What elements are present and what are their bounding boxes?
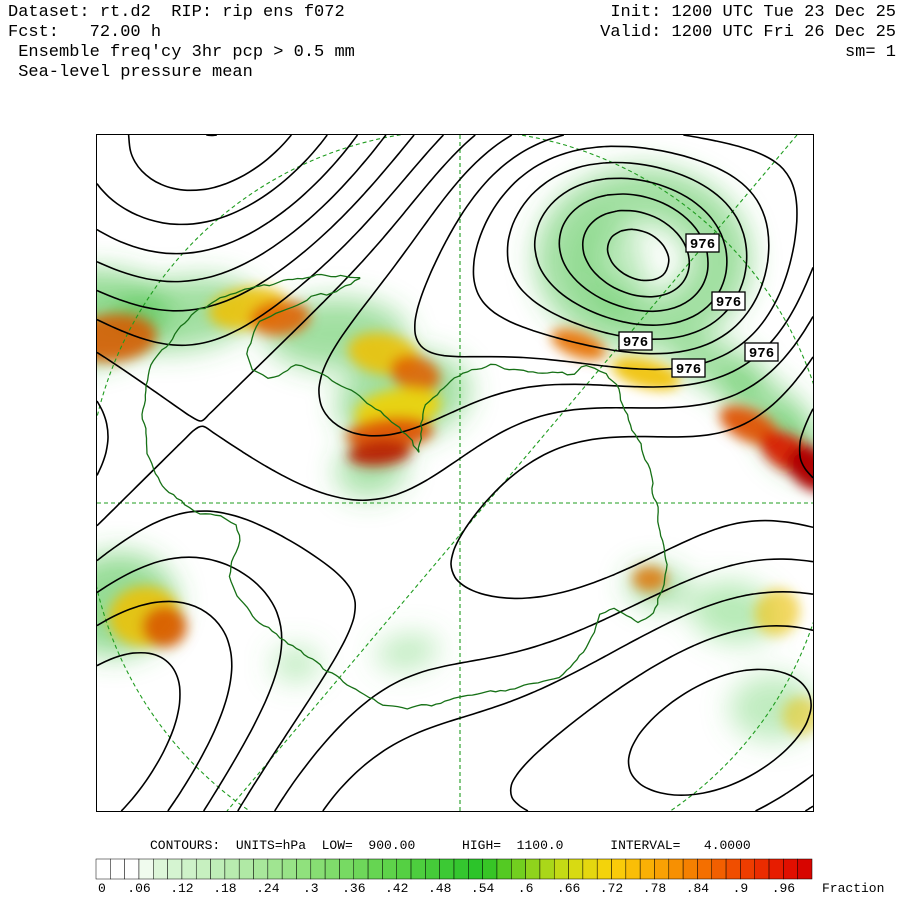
svg-text:0: 0 [98,881,106,896]
svg-text:976: 976 [716,295,741,311]
svg-text:.72: .72 [600,881,623,896]
svg-text:.06: .06 [127,881,150,896]
svg-text:Fraction: Fraction [822,881,884,896]
svg-text:.24: .24 [256,881,280,896]
svg-text:976: 976 [676,362,701,378]
svg-text:.66: .66 [557,881,580,896]
svg-text:.84: .84 [686,881,710,896]
svg-text:.36: .36 [342,881,365,896]
svg-text:.6: .6 [518,881,534,896]
svg-text:.12: .12 [170,881,193,896]
svg-text:.9: .9 [733,881,749,896]
svg-text:976: 976 [749,346,774,362]
svg-text:.42: .42 [385,881,408,896]
svg-text:.3: .3 [303,881,319,896]
svg-text:.96: .96 [772,881,795,896]
svg-text:.48: .48 [428,881,451,896]
svg-text:.18: .18 [213,881,236,896]
svg-text:.54: .54 [471,881,495,896]
svg-text:976: 976 [623,335,648,351]
svg-text:.78: .78 [643,881,666,896]
svg-text:976: 976 [690,237,715,253]
